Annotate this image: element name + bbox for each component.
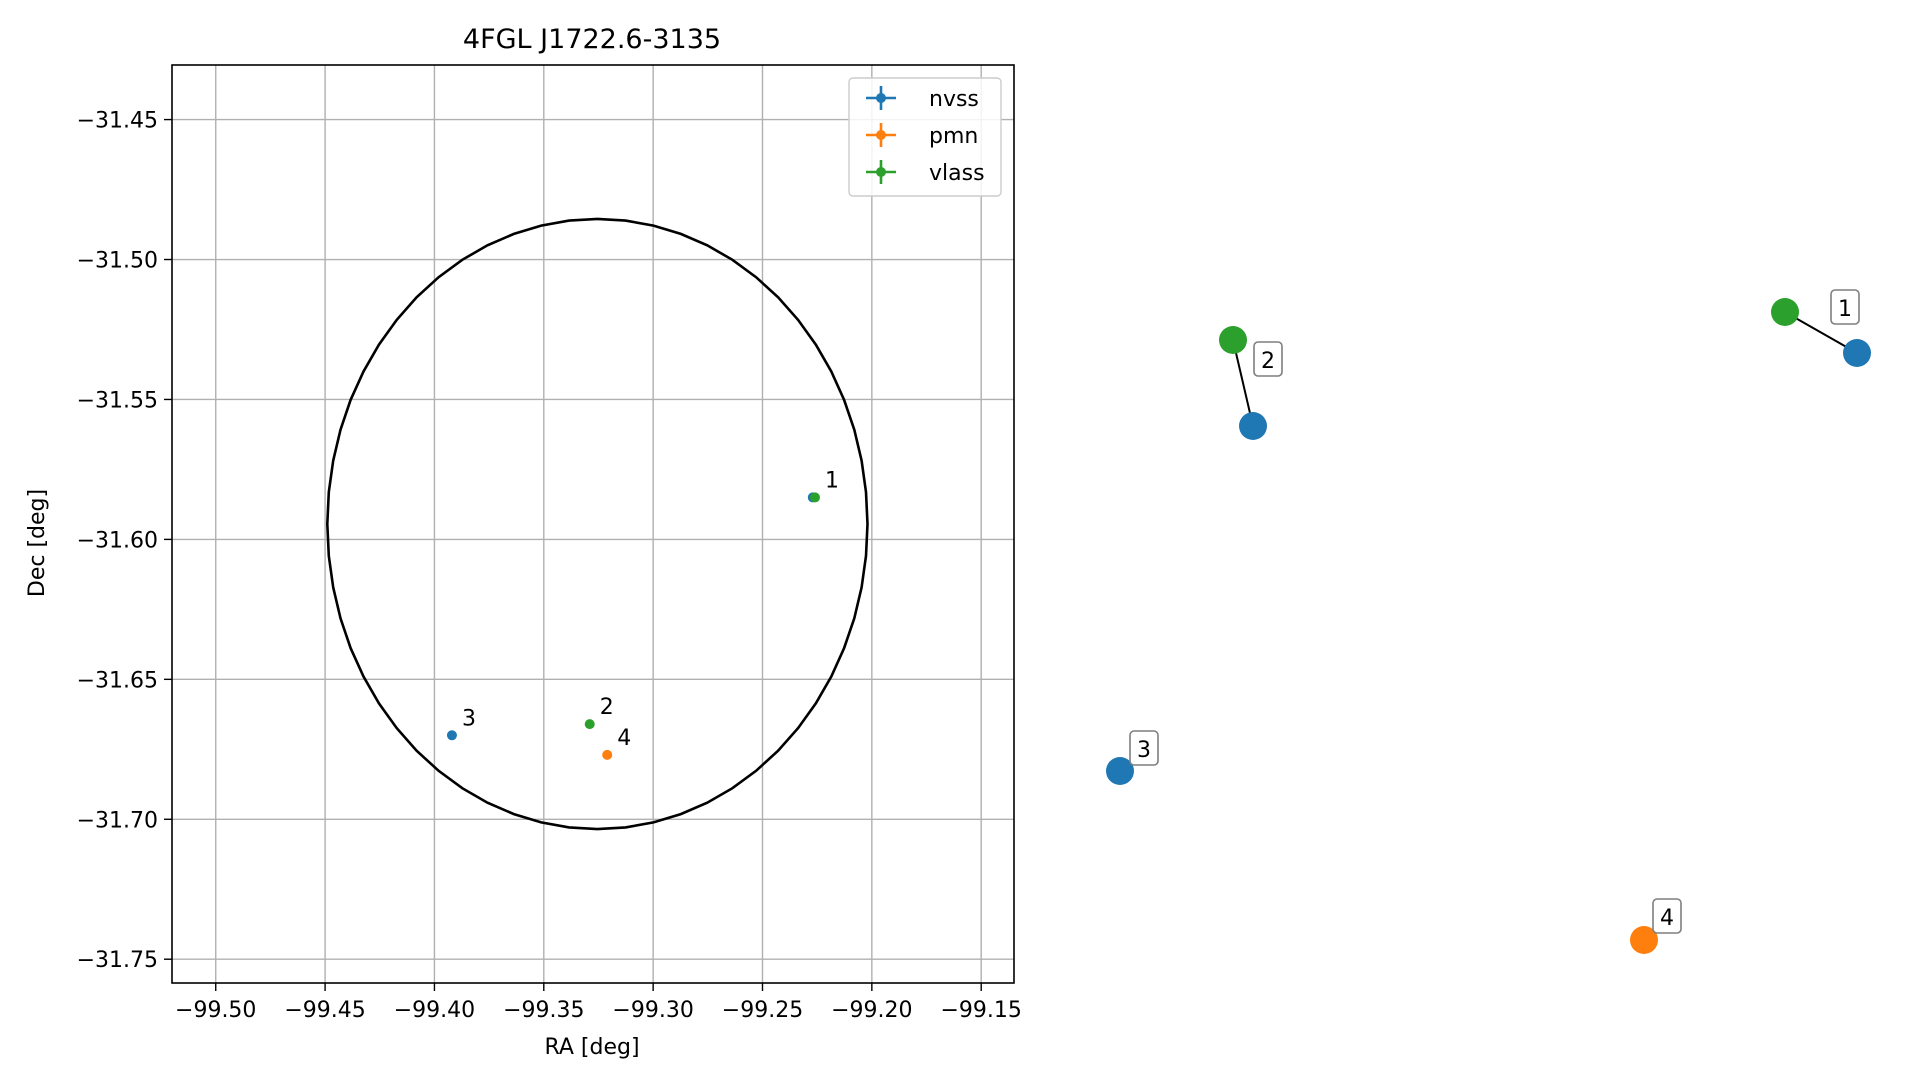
legend: nvss pmn vlass bbox=[848, 77, 1002, 197]
legend-entry-nvss: nvss bbox=[866, 86, 979, 112]
node-3-nvss bbox=[1106, 757, 1134, 785]
link-2 bbox=[1232, 339, 1254, 427]
legend-label-pmn: pmn bbox=[929, 124, 978, 149]
y-tick-label: −31.50 bbox=[77, 249, 158, 274]
point-vlass-2 bbox=[584, 719, 595, 730]
data-points bbox=[446, 492, 820, 760]
legend-box bbox=[848, 77, 1002, 197]
plot-frame bbox=[171, 64, 1015, 984]
node-1-nvss bbox=[1843, 339, 1871, 367]
point-nvss-3 bbox=[446, 730, 457, 741]
legend-entry-pmn: pmn bbox=[866, 123, 978, 149]
x-tick-label: −99.35 bbox=[503, 998, 584, 1023]
node-label-3: 3 bbox=[1137, 738, 1151, 763]
x-axis-label: RA [deg] bbox=[544, 1035, 639, 1060]
node-label-4: 4 bbox=[1660, 906, 1674, 931]
y-axis-ticks: −31.45 −31.50 −31.55 −31.60 −31.65 −31.70 −31.… bbox=[77, 109, 172, 973]
x-tick-label: −99.15 bbox=[940, 998, 1021, 1023]
node-label-1: 1 bbox=[1838, 297, 1852, 322]
point-vlass-1 bbox=[809, 492, 820, 503]
x-tick-label: −99.30 bbox=[612, 998, 693, 1023]
grid bbox=[172, 65, 1014, 983]
x-axis-ticks: −99.50 −99.45 −99.40 −99.35 −99.30 −99.25 −99.… bbox=[175, 983, 1022, 1023]
y-tick-label: −31.75 bbox=[77, 948, 158, 973]
link-diagram: 1 2 3 4 bbox=[1106, 289, 1871, 954]
y-tick-label: −31.70 bbox=[77, 808, 158, 833]
chart-title: 4FGL J1722.6-3135 bbox=[463, 24, 721, 55]
legend-entry-vlass: vlass bbox=[866, 160, 985, 186]
x-tick-label: −99.20 bbox=[831, 998, 912, 1023]
point-label-1: 1 bbox=[825, 468, 839, 493]
point-label-2: 2 bbox=[600, 695, 614, 720]
x-tick-label: −99.45 bbox=[284, 998, 365, 1023]
y-tick-label: −31.65 bbox=[77, 668, 158, 693]
legend-marker-dot bbox=[876, 167, 886, 177]
node-2-vlass bbox=[1219, 326, 1247, 354]
point-labels: 1 2 3 4 bbox=[462, 468, 839, 750]
node-label-2: 2 bbox=[1261, 349, 1275, 374]
node-2-nvss bbox=[1239, 412, 1267, 440]
y-tick-label: −31.60 bbox=[77, 528, 158, 553]
legend-label-vlass: vlass bbox=[929, 161, 985, 186]
legend-marker-dot bbox=[876, 130, 886, 140]
node-4-pmn bbox=[1630, 926, 1658, 954]
x-tick-label: −99.50 bbox=[175, 998, 256, 1023]
node-badge-2: 2 bbox=[1253, 341, 1283, 377]
x-tick-label: −99.40 bbox=[394, 998, 475, 1023]
ellipse-contour bbox=[325, 217, 869, 831]
legend-label-nvss: nvss bbox=[929, 87, 979, 112]
node-badge-4: 4 bbox=[1652, 898, 1682, 934]
node-1-vlass bbox=[1771, 298, 1799, 326]
y-tick-label: −31.55 bbox=[77, 388, 158, 413]
point-label-4: 4 bbox=[617, 726, 631, 751]
legend-marker-dot bbox=[876, 93, 886, 103]
node-badge-3: 3 bbox=[1129, 730, 1159, 766]
node-badge-1: 1 bbox=[1830, 289, 1860, 325]
main-plot: 1 2 3 4 −99.50 −99.45 −99.40 −99.35 −99.30 −99.2… bbox=[25, 24, 1022, 1060]
point-pmn-4 bbox=[602, 749, 613, 760]
point-label-3: 3 bbox=[462, 706, 476, 731]
x-tick-label: −99.25 bbox=[722, 998, 803, 1023]
y-axis-label: Dec [deg] bbox=[25, 489, 50, 597]
y-tick-label: −31.45 bbox=[77, 109, 158, 134]
